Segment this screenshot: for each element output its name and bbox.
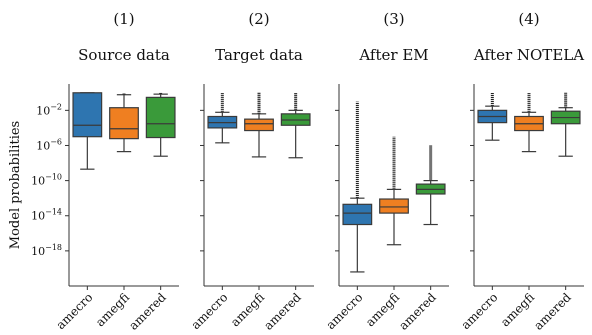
box-amegfi [514, 92, 544, 153]
box-amegfi [379, 136, 409, 246]
y-tick-label: 10−6 [36, 137, 62, 152]
panel-number: (3) [383, 10, 404, 28]
panel-title: Source data [78, 46, 170, 64]
box-body [244, 118, 274, 132]
box-body [72, 92, 103, 138]
x-tick-label: amered [396, 290, 439, 333]
box-amered [415, 145, 446, 226]
box-amecro [207, 92, 238, 144]
x-tick-label: amecro [54, 290, 96, 332]
y-tick-label: 10−18 [31, 243, 62, 258]
box-amegfi [244, 92, 274, 158]
panels-group: (1) Source data 10−2 10−6 10−10 10−14 10−18 ame… [31, 10, 584, 333]
x-tick-label: amecro [324, 290, 366, 332]
panel-title: After NOTELA [473, 46, 584, 64]
box-amered [550, 92, 581, 157]
panel-number: (4) [518, 10, 539, 28]
panel-number: (1) [113, 10, 134, 28]
y-tick-label: 10−14 [31, 208, 62, 223]
box-body [109, 107, 139, 140]
box-amecro [477, 92, 508, 141]
panel-number: (2) [248, 10, 269, 28]
x-tick-label: amecro [189, 290, 231, 332]
box-amegfi [109, 92, 139, 153]
x-tick-label: amered [261, 290, 304, 333]
y-axis-label: Model probabilities [8, 121, 23, 249]
box-amered [145, 92, 176, 157]
panel-title: After EM [358, 46, 428, 64]
panel-title: Target data [215, 46, 303, 64]
box-amecro [72, 92, 103, 170]
box-amered [280, 92, 311, 159]
y-tick-label: 10−2 [36, 102, 62, 117]
x-tick-label: amecro [459, 290, 501, 332]
box-body [379, 198, 409, 214]
box-body [145, 96, 176, 139]
box-amecro [342, 101, 373, 273]
x-tick-label: amered [531, 290, 574, 333]
y-tick-label: 10−10 [31, 173, 62, 188]
x-tick-label: amered [126, 290, 169, 333]
box-body [342, 203, 373, 226]
panel-1: (1) Source data 10−2 10−6 10−10 10−14 10−18 ame… [31, 10, 179, 333]
